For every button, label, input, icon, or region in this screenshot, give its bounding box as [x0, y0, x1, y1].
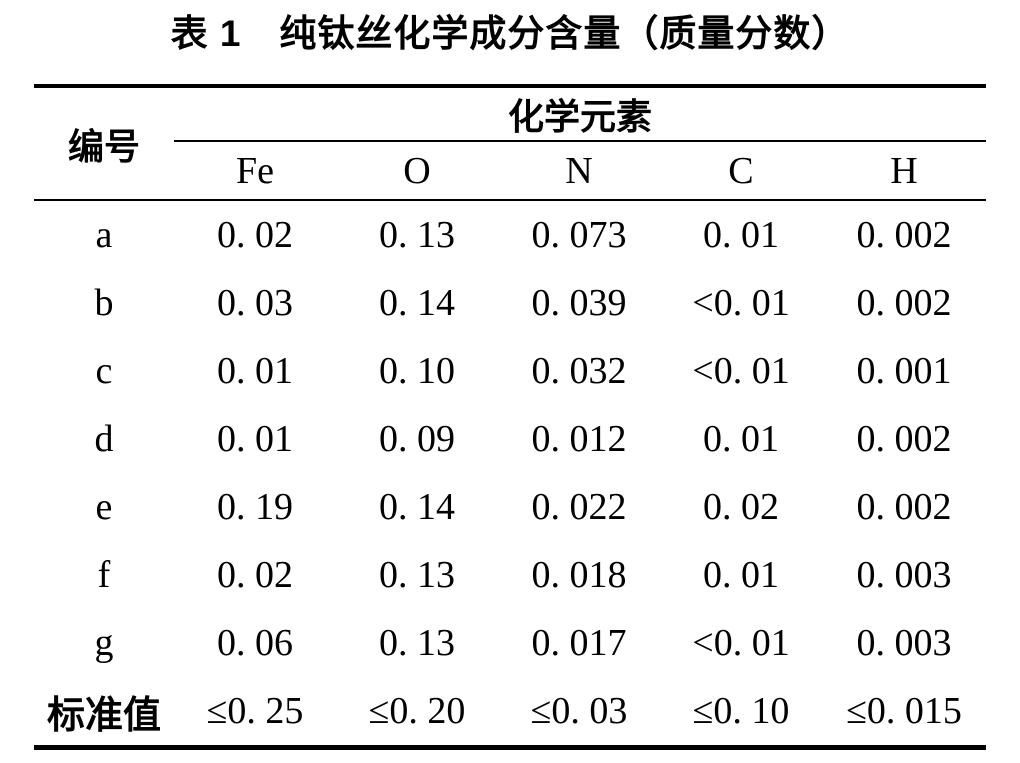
value-cell: 0. 14 — [378, 486, 455, 528]
value-cell: ≤0. 25 — [206, 690, 304, 732]
value-cell: 0. 01 — [216, 418, 293, 460]
corner-header-id: 编号 — [33, 86, 174, 201]
value-cell: 0. 19 — [216, 486, 293, 528]
table-row-b: b 0. 03 0. 14 0. 039 <0. 01 0. 002 — [34, 269, 986, 337]
value-cell: 0. 13 — [378, 622, 455, 664]
value-cell: 0. 001 — [856, 350, 952, 392]
value-cell: ≤0. 03 — [530, 690, 628, 732]
col-header-n: N — [497, 141, 660, 201]
value-cell: 0. 002 — [856, 214, 952, 256]
value-cell: 0. 022 — [531, 486, 627, 528]
col-header-h: H — [821, 141, 987, 201]
value-cell: 0. 003 — [856, 554, 952, 596]
value-cell: 0. 13 — [378, 214, 455, 256]
value-cell: 0. 018 — [531, 554, 627, 596]
value-cell: 0. 09 — [378, 418, 455, 460]
value-cell: 0. 01 — [702, 418, 779, 460]
value-cell: 0. 02 — [216, 214, 293, 256]
value-cell: 0. 012 — [531, 418, 627, 460]
value-cell: <0. 01 — [692, 350, 790, 392]
value-cell: 0. 017 — [531, 622, 627, 664]
row-label-cell: d — [94, 418, 114, 460]
value-cell: 0. 003 — [856, 622, 952, 664]
row-label-cell: 标准值 — [46, 694, 161, 737]
table-row-d: d 0. 01 0. 09 0. 012 0. 01 0. 002 — [34, 405, 986, 473]
value-cell: 0. 13 — [378, 554, 455, 596]
header-row-group: 编号 化学元素 — [33, 86, 987, 201]
value-cell: 0. 01 — [702, 554, 779, 596]
row-label-cell: e — [95, 486, 113, 528]
table-row-e: e 0. 19 0. 14 0. 022 0. 02 0. 002 — [34, 473, 986, 541]
value-cell: 0. 002 — [856, 418, 952, 460]
value-cell: 0. 002 — [856, 282, 952, 324]
composition-table: 编号 化学元素 Fe O N C H a 0. 02 0. 13 0. 073 … — [33, 84, 987, 750]
value-cell: 0. 03 — [216, 282, 293, 324]
col-header-o: O — [335, 141, 498, 201]
header-row-symbols: Fe O N C H — [34, 141, 987, 201]
table-header: 编号 化学元素 Fe O N C H — [33, 86, 987, 201]
value-cell: 0. 002 — [856, 486, 952, 528]
value-cell: 0. 10 — [378, 350, 455, 392]
value-cell: ≤0. 10 — [692, 690, 790, 732]
table-row-standard: 标准值 ≤0. 25 ≤0. 20 ≤0. 03 ≤0. 10 ≤0. 015 — [34, 677, 986, 748]
table-row-c: c 0. 01 0. 10 0. 032 <0. 01 0. 001 — [34, 337, 986, 405]
col-header-c: C — [659, 141, 822, 201]
value-cell: 0. 06 — [216, 622, 293, 664]
value-cell: ≤0. 015 — [846, 690, 962, 732]
table-row-a: a 0. 02 0. 13 0. 073 0. 01 0. 002 — [34, 200, 986, 269]
value-cell: 0. 02 — [216, 554, 293, 596]
value-cell: 0. 01 — [702, 214, 779, 256]
value-cell: 0. 01 — [216, 350, 293, 392]
row-label-cell: a — [95, 214, 113, 256]
table-title: 表 1 纯钛丝化学成分含量（质量分数） — [170, 13, 850, 54]
value-cell: 0. 14 — [378, 282, 455, 324]
table-row-g: g 0. 06 0. 13 0. 017 <0. 01 0. 003 — [34, 609, 986, 677]
row-label-cell: b — [94, 282, 114, 324]
row-label-cell: f — [97, 554, 111, 596]
table-body: a 0. 02 0. 13 0. 073 0. 01 0. 002 b 0. 0… — [34, 200, 986, 748]
row-label-cell: c — [95, 350, 113, 392]
value-cell: 0. 02 — [702, 486, 779, 528]
value-cell: 0. 032 — [531, 350, 627, 392]
row-label-cell: g — [94, 622, 114, 664]
value-cell: ≤0. 20 — [368, 690, 466, 732]
value-cell: <0. 01 — [692, 622, 790, 664]
col-header-fe: Fe — [173, 141, 336, 201]
group-header-elements: 化学元素 — [173, 86, 987, 142]
value-cell: 0. 073 — [531, 214, 627, 256]
value-cell: 0. 039 — [531, 282, 627, 324]
table-row-f: f 0. 02 0. 13 0. 018 0. 01 0. 003 — [34, 541, 986, 609]
value-cell: <0. 01 — [692, 282, 790, 324]
